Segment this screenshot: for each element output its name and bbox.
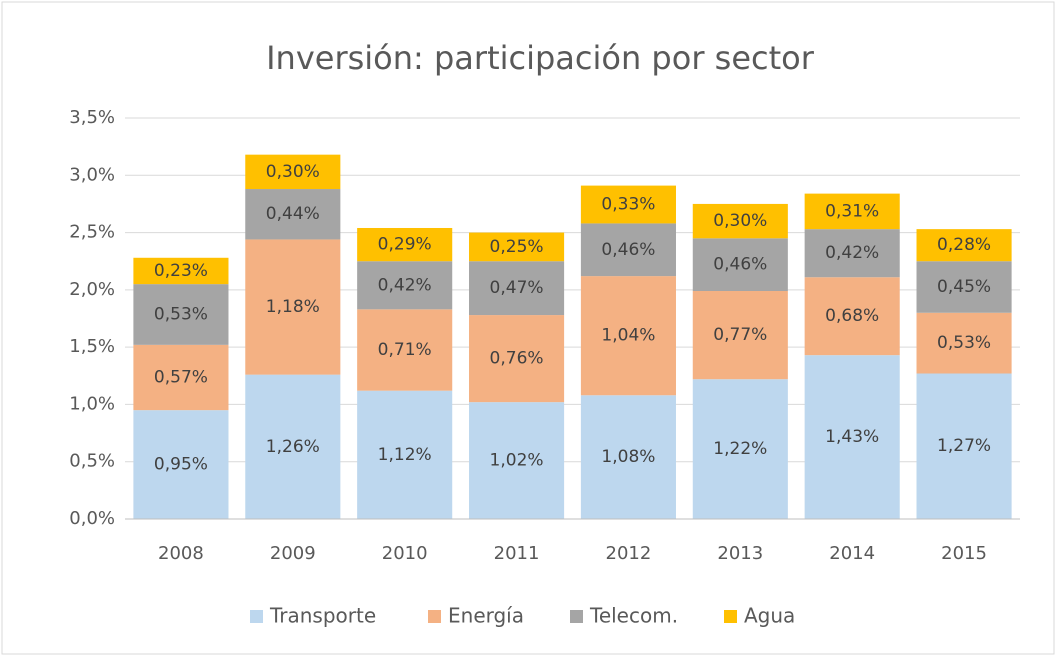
legend-label: Telecom. (589, 604, 678, 628)
data-label: 0,33% (601, 195, 655, 215)
bar-segment (469, 232, 565, 262)
data-label: 0,42% (825, 243, 879, 263)
legend-swatch (250, 610, 263, 623)
data-label: 0,71% (378, 340, 432, 360)
legend-swatch (570, 610, 583, 623)
y-tick-label: 3,5% (69, 107, 115, 128)
bar-segment (245, 189, 341, 240)
bar-segment (692, 203, 788, 239)
data-label: 0,31% (825, 201, 879, 221)
x-tick-label: 2013 (717, 543, 763, 564)
bar-segment (133, 257, 229, 285)
bar-segment (692, 379, 788, 519)
data-label: 0,44% (266, 204, 320, 224)
bar-segment (804, 193, 900, 230)
data-label: 0,28% (937, 235, 991, 255)
x-tick-label: 2009 (270, 543, 316, 564)
legend-swatch (428, 610, 441, 623)
bar-segment (245, 374, 341, 519)
data-label: 0,53% (154, 304, 208, 324)
bar-segment (580, 223, 676, 277)
data-label: 1,02% (490, 451, 544, 471)
data-label: 0,53% (937, 333, 991, 353)
bar-segment (580, 276, 676, 396)
bar-segment (245, 154, 341, 190)
bar-segment (469, 261, 565, 316)
y-tick-label: 3,0% (69, 164, 115, 185)
bar-segment (469, 315, 565, 403)
bar-segment (357, 309, 453, 391)
bar-segment (804, 355, 900, 519)
bar-segment (357, 227, 453, 262)
y-tick-label: 1,0% (69, 393, 115, 414)
x-tick-label: 2015 (941, 543, 987, 564)
data-label: 0,46% (713, 255, 767, 275)
data-label: 0,45% (937, 277, 991, 297)
data-label: 0,42% (378, 275, 432, 295)
data-label: 1,18% (266, 297, 320, 317)
bar-segment (580, 395, 676, 519)
y-tick-label: 0,0% (69, 508, 115, 529)
data-label: 0,30% (266, 162, 320, 182)
y-tick-label: 2,0% (69, 279, 115, 300)
data-label: 0,46% (601, 240, 655, 260)
bar-segment (804, 277, 900, 356)
x-tick-label: 2011 (494, 543, 540, 564)
data-label: 1,12% (378, 445, 432, 465)
data-label: 1,26% (266, 437, 320, 457)
y-tick-label: 2,5% (69, 222, 115, 243)
bar-segment (133, 410, 229, 519)
bar-segment (245, 239, 341, 375)
bar-segment (133, 344, 229, 411)
data-label: 1,43% (825, 427, 879, 447)
data-label: 0,25% (490, 237, 544, 257)
data-label: 0,68% (825, 306, 879, 326)
x-tick-label: 2012 (606, 543, 652, 564)
bar-segment (692, 238, 788, 292)
bar-segment (916, 373, 1012, 519)
data-label: 0,29% (378, 235, 432, 255)
y-tick-label: 1,5% (69, 336, 115, 357)
bar-segment (357, 390, 453, 519)
data-label: 1,27% (937, 436, 991, 456)
data-label: 0,57% (154, 368, 208, 388)
bar-segment (804, 229, 900, 278)
chart-title: Inversión: participación por sector (266, 39, 815, 77)
y-tick-label: 0,5% (69, 451, 115, 472)
data-label: 0,47% (490, 278, 544, 298)
legend-label: Transporte (269, 604, 376, 628)
legend-label: Agua (744, 604, 795, 628)
x-tick-label: 2014 (829, 543, 875, 564)
bar-segment (916, 229, 1012, 262)
data-label: 0,95% (154, 455, 208, 475)
bar-segment (133, 284, 229, 345)
bar-segment (580, 185, 676, 224)
bar-segment (916, 261, 1012, 313)
legend-swatch (724, 610, 737, 623)
bar-segment (357, 261, 453, 310)
x-tick-label: 2008 (158, 543, 204, 564)
data-label: 0,23% (154, 261, 208, 281)
bar-segment (469, 402, 565, 519)
bar-segment (916, 312, 1012, 374)
x-tick-label: 2010 (382, 543, 428, 564)
data-label: 0,77% (713, 325, 767, 345)
data-label: 1,08% (601, 447, 655, 467)
data-label: 1,04% (601, 326, 655, 346)
data-label: 0,76% (490, 349, 544, 369)
data-label: 0,30% (713, 211, 767, 231)
legend-label: Energía (448, 604, 524, 628)
data-label: 1,22% (713, 439, 767, 459)
bar-segment (692, 291, 788, 380)
